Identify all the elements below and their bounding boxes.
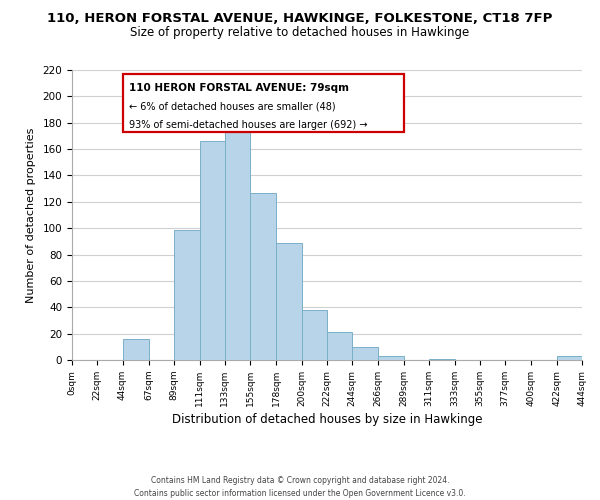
Y-axis label: Number of detached properties: Number of detached properties xyxy=(26,128,35,302)
Bar xyxy=(122,339,149,360)
Bar xyxy=(199,141,225,360)
Bar xyxy=(250,192,277,360)
Text: Contains HM Land Registry data © Crown copyright and database right 2024.
Contai: Contains HM Land Registry data © Crown c… xyxy=(134,476,466,498)
FancyBboxPatch shape xyxy=(123,74,404,132)
Bar xyxy=(377,356,404,360)
Bar xyxy=(302,310,327,360)
Text: 110, HERON FORSTAL AVENUE, HAWKINGE, FOLKESTONE, CT18 7FP: 110, HERON FORSTAL AVENUE, HAWKINGE, FOL… xyxy=(47,12,553,26)
Bar xyxy=(225,128,250,360)
Bar xyxy=(277,242,302,360)
Bar xyxy=(352,347,377,360)
X-axis label: Distribution of detached houses by size in Hawkinge: Distribution of detached houses by size … xyxy=(172,413,482,426)
Bar xyxy=(557,356,582,360)
Bar xyxy=(174,230,199,360)
Bar xyxy=(327,332,352,360)
Text: Size of property relative to detached houses in Hawkinge: Size of property relative to detached ho… xyxy=(130,26,470,39)
Bar xyxy=(429,358,455,360)
Text: 93% of semi-detached houses are larger (692) →: 93% of semi-detached houses are larger (… xyxy=(129,120,368,130)
Text: ← 6% of detached houses are smaller (48): ← 6% of detached houses are smaller (48) xyxy=(129,102,336,112)
Text: 110 HERON FORSTAL AVENUE: 79sqm: 110 HERON FORSTAL AVENUE: 79sqm xyxy=(129,83,349,93)
